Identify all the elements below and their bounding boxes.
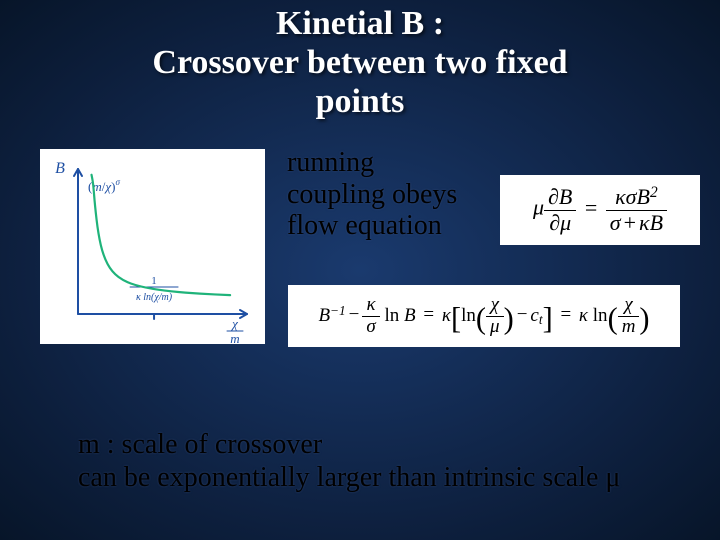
svg-text:m: m: [230, 331, 239, 344]
title-line-1: Kinetial B :: [276, 5, 444, 42]
title-line-3: points: [316, 83, 405, 120]
plot-svg: B(m/χ)σ1κ ln(χ/m)χm: [40, 149, 265, 344]
svg-text:κ ln(χ/m): κ ln(χ/m): [136, 292, 173, 303]
svg-text:B: B: [55, 160, 65, 177]
svg-text:1: 1: [151, 275, 157, 287]
solution-equation-box: B−1−κσ ln B = κ[ln(χμ)−ct] = κ ln(χm): [288, 285, 680, 347]
running-line-1: running: [287, 147, 374, 178]
running-coupling-text: running coupling obeys flow equation: [287, 147, 457, 241]
bottom-line-1: m : scale of crossover: [78, 429, 322, 460]
slide-title: Kinetial B : Crossover between two fixed…: [0, 0, 720, 121]
title-line-2: Crossover between two fixed: [152, 44, 567, 81]
bottom-caption: m : scale of crossover can be exponentia…: [78, 428, 700, 494]
bottom-line-2: can be exponentially larger than intrins…: [78, 462, 620, 493]
solution-equation: B−1−κσ ln B = κ[ln(χμ)−ct] = κ ln(χm): [318, 295, 649, 338]
crossover-plot: B(m/χ)σ1κ ln(χ/m)χm: [40, 149, 265, 344]
flow-equation-box: μ∂B∂μ = κσB2σ+κB: [500, 175, 700, 245]
running-line-2: coupling obeys: [287, 179, 457, 210]
running-line-3: flow equation: [287, 210, 442, 241]
svg-text:χ: χ: [230, 316, 238, 331]
flow-equation: μ∂B∂μ = κσB2σ+κB: [533, 185, 667, 234]
